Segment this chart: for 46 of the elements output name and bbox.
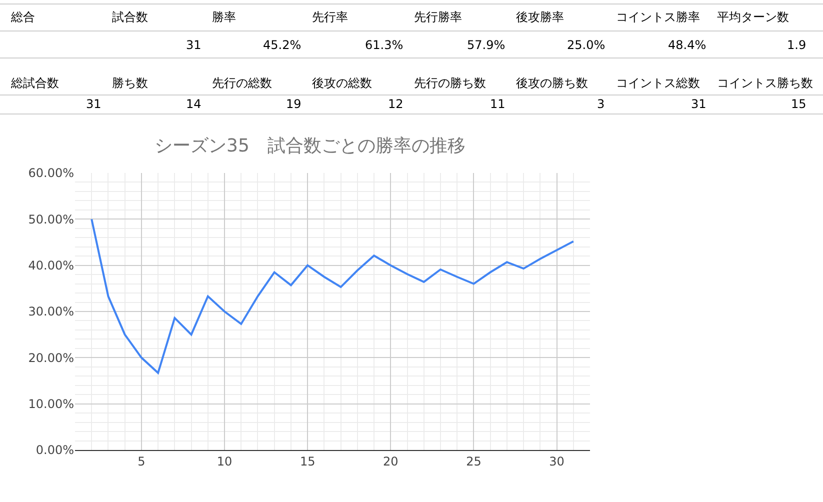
y-tick-label: 0.00% (36, 443, 74, 458)
x-tick-label: 15 (300, 454, 316, 468)
text: 勝ち数 (112, 76, 148, 90)
text: 勝率 (212, 10, 236, 24)
x-tick-label: 20 (383, 454, 398, 468)
text: 11 (490, 97, 506, 111)
text: 31 (186, 38, 202, 52)
text: 14 (186, 97, 202, 111)
text: 15 (791, 97, 806, 111)
x-tick-label: 30 (549, 454, 564, 468)
text: 57.9% (467, 38, 506, 52)
text: 総試合数 (10, 76, 59, 90)
text: 先行の勝ち数 (414, 76, 486, 90)
y-tick-label: 60.00% (28, 166, 74, 180)
y-tick-label: 40.00% (28, 258, 74, 273)
text: コイントス勝率 (616, 10, 700, 24)
text: 12 (388, 97, 404, 111)
text: 後攻の総数 (312, 76, 372, 90)
text: 45.2% (263, 38, 302, 52)
text: 後攻の勝ち数 (516, 76, 588, 90)
text: 48.4% (668, 38, 706, 52)
x-tick-label: 25 (466, 454, 482, 468)
text: 先行勝率 (414, 10, 462, 24)
text: 3 (597, 97, 605, 111)
y-tick-label: 20.00% (28, 350, 74, 365)
x-tick-label: 5 (138, 454, 146, 468)
text: コイントス勝ち数 (717, 76, 813, 90)
chart-title: シーズン35 試合数ごとの勝率の推移 (154, 135, 466, 156)
text: 1.9 (787, 38, 806, 52)
x-tick-label: 10 (216, 454, 232, 468)
text: 試合数 (112, 10, 148, 24)
text: 19 (286, 97, 302, 111)
text: 31 (86, 97, 102, 111)
y-tick-label: 50.00% (28, 212, 74, 226)
text: 後攻勝率 (516, 10, 564, 24)
line-series (90, 218, 574, 374)
text: 61.3% (365, 38, 404, 52)
text: コイントス総数 (616, 76, 700, 90)
text: 先行率 (312, 10, 348, 24)
text: 31 (691, 97, 706, 111)
text: 25.0% (567, 38, 606, 52)
text: 平均ターン数 (717, 10, 789, 24)
y-tick-label: 30.00% (28, 304, 74, 319)
text: 総合 (10, 10, 35, 24)
y-tick-label: 10.00% (28, 397, 74, 412)
text: 先行の総数 (212, 76, 272, 90)
